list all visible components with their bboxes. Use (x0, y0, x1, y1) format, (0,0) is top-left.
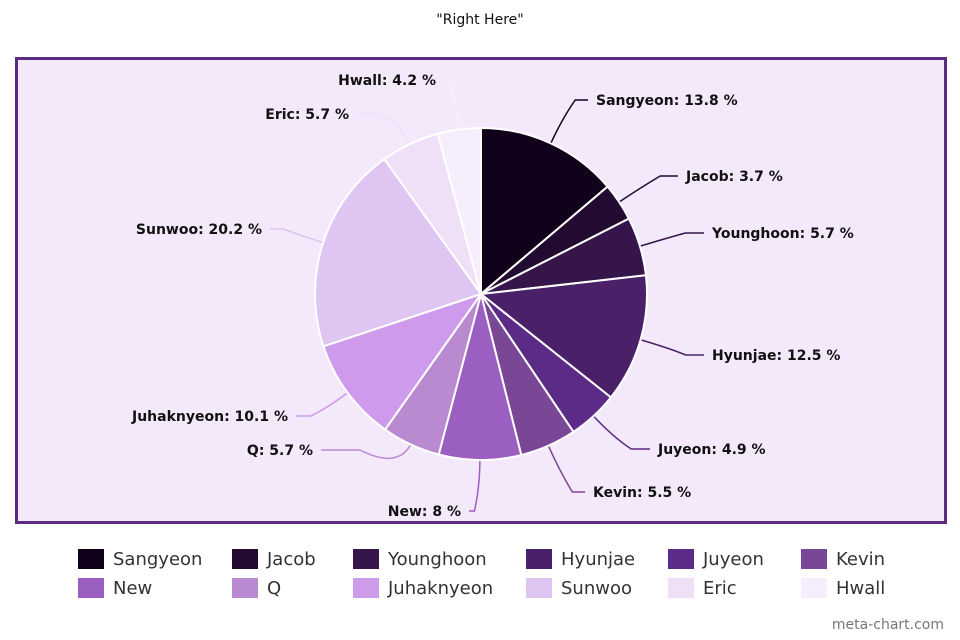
chart-plot-area: Sangyeon: 13.8 % Jacob: 3.7 % Younghoon: 5… (15, 57, 947, 524)
pie-slice-hwall[interactable] (436, 126, 482, 295)
data-label-q: Q: 5.7 % (247, 443, 313, 459)
data-label-new: New: 8 % (388, 504, 461, 520)
legend-label: Hwall (836, 577, 886, 599)
legend-item-juyeon[interactable]: Juyeon (668, 548, 764, 570)
legend-label: Sunwoo (561, 577, 632, 599)
data-label-juyeon: Juyeon: 4.9 % (657, 442, 766, 458)
legend-label: Eric (703, 577, 737, 599)
legend-item-hyunjae[interactable]: Hyunjae (526, 548, 635, 570)
data-label-hyunjae: Hyunjae: 12.5 % (712, 348, 840, 364)
watermark: meta-chart.com (831, 617, 944, 633)
leader-line-kevin (546, 443, 585, 493)
legend-label: Kevin (836, 548, 886, 570)
legend-item-jacob[interactable]: Jacob (232, 548, 316, 570)
data-label-juhaknyeon: Juhaknyeon: 10.1 % (131, 409, 288, 425)
legend-swatch (232, 578, 258, 598)
leader-line-sunwoo (270, 228, 326, 245)
legend-item-kevin[interactable]: Kevin (801, 548, 885, 570)
legend-swatch (78, 578, 104, 598)
legend-item-sunwoo[interactable]: Sunwoo (526, 577, 632, 599)
legend-item-q[interactable]: Q (232, 577, 281, 599)
pie-slice-hyunjae[interactable] (478, 274, 648, 399)
leader-line-sangyeon (549, 99, 588, 146)
legend-item-eric[interactable]: Eric (668, 577, 737, 599)
leader-line-younghoon (637, 232, 704, 248)
leader-line-juhaknyeon (296, 391, 350, 417)
legend-swatch (801, 549, 827, 569)
legend-swatch (668, 578, 694, 598)
data-label-hwall: Hwall: 4.2 % (338, 73, 436, 89)
legend-swatch (526, 549, 552, 569)
legend-label: Juhaknyeon (388, 577, 494, 599)
leader-line-juyeon (591, 414, 650, 450)
data-label-jacob: Jacob: 3.7 % (685, 169, 783, 185)
legend-label: Juyeon (703, 548, 764, 570)
legend-swatch (353, 549, 379, 569)
legend-label: Hyunjae (561, 548, 636, 570)
legend-label: Younghoon (388, 548, 487, 570)
legend-item-younghoon[interactable]: Younghoon (353, 548, 487, 570)
legend-label: Q (267, 577, 282, 599)
pie-chart: Sangyeon: 13.8 % Jacob: 3.7 % Younghoon: 5… (131, 73, 854, 520)
legend-item-new[interactable]: New (78, 577, 152, 599)
data-label-sunwoo: Sunwoo: 20.2 % (136, 222, 262, 238)
leader-line-q (321, 442, 413, 460)
data-label-younghoon: Younghoon: 5.7 % (711, 226, 854, 242)
legend-label: Jacob (267, 548, 316, 570)
legend-swatch (526, 578, 552, 598)
leader-line-hyunjae (638, 338, 704, 356)
legend-label: New (113, 577, 153, 599)
legend-swatch (801, 578, 827, 598)
leader-line-jacob (617, 175, 678, 204)
pie-slice-sangyeon[interactable] (480, 126, 609, 297)
legend-swatch (78, 549, 104, 569)
legend-label: Sangyeon (113, 548, 203, 570)
leader-line-eric (357, 113, 412, 147)
leader-line-hwall (444, 79, 461, 132)
data-label-eric: Eric: 5.7 % (265, 107, 349, 123)
pie-slice-sunwoo[interactable] (314, 157, 483, 348)
legend-swatch (668, 549, 694, 569)
legend-swatch (232, 549, 258, 569)
leader-line-new (469, 457, 481, 512)
data-label-kevin: Kevin: 5.5 % (593, 485, 691, 501)
legend-item-sangyeon[interactable]: Sangyeon (78, 548, 202, 570)
legend-item-juhaknyeon[interactable]: Juhaknyeon (353, 577, 493, 599)
data-label-sangyeon: Sangyeon: 13.8 % (596, 93, 738, 109)
legend-item-hwall[interactable]: Hwall (801, 577, 885, 599)
pie-slice-juhaknyeon[interactable] (322, 292, 484, 431)
chart-title: "Right Here" (436, 12, 524, 28)
legend-swatch (353, 578, 379, 598)
